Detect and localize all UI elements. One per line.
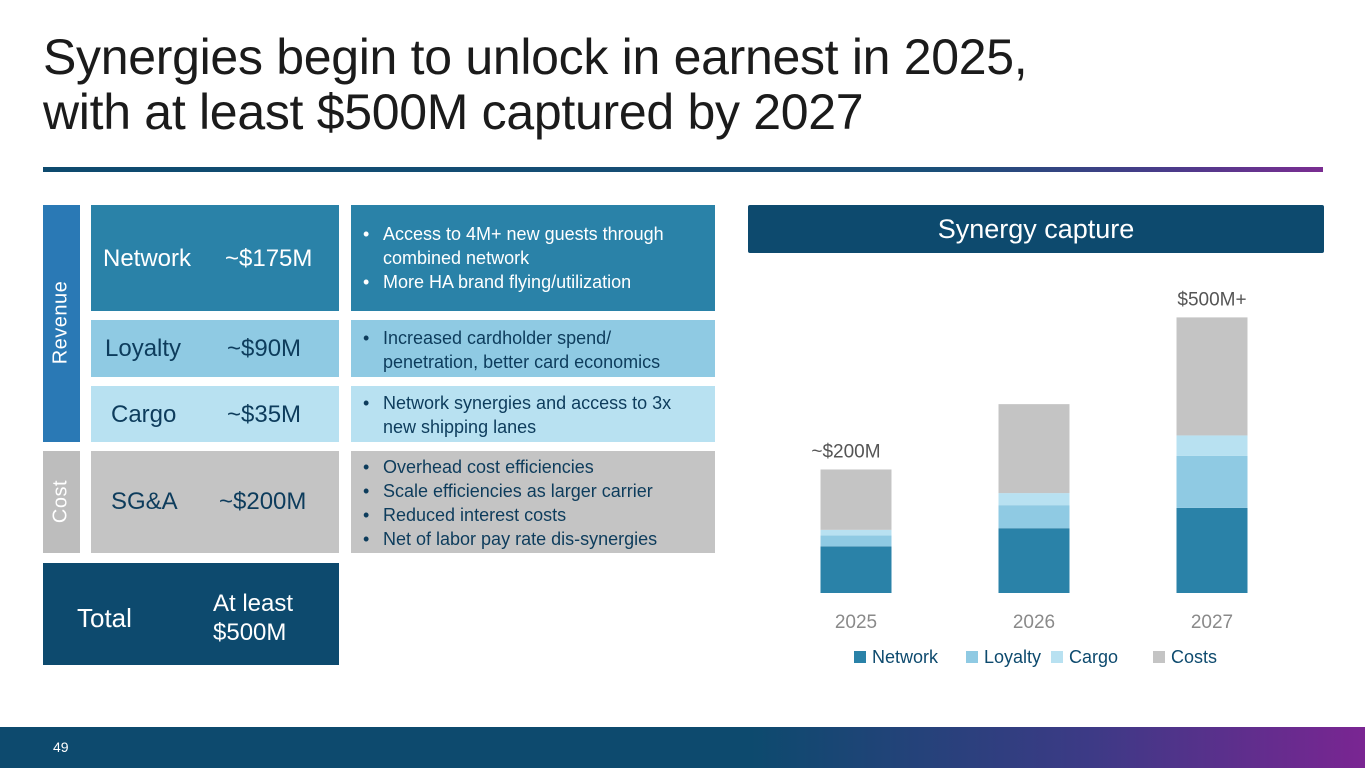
- bullet-item: Overhead cost efficiencies: [363, 455, 707, 479]
- legend-swatch-loyalty: [966, 651, 978, 663]
- bar-costs-2025: [820, 469, 892, 530]
- bullet-item: Increased cardholder spend/ penetration,…: [363, 326, 707, 374]
- legend-label-network: Network: [872, 647, 939, 667]
- sga-bullets: Overhead cost efficiencies Scale efficie…: [363, 455, 707, 551]
- sga-bullets-cell: Overhead cost efficiencies Scale efficie…: [351, 451, 715, 553]
- bar-loyalty-2026: [998, 505, 1070, 529]
- x-tick-label-2026: 2026: [1013, 612, 1055, 633]
- synergy-capture-chart: 2025 ~$200M 2026 2027 $500M+ Network Loyalty Ca…: [811, 289, 1248, 667]
- title-line-2: with at least $500M captured by 2027: [43, 84, 864, 140]
- data-label-2025: ~$200M: [811, 441, 880, 462]
- total-value-line-2: $500M: [213, 619, 287, 646]
- legend-label-costs: Costs: [1171, 647, 1217, 667]
- bullet-item: Net of labor pay rate dis-synergies: [363, 527, 707, 551]
- cost-label-bar: Cost: [43, 451, 80, 553]
- cargo-name: Cargo: [111, 401, 177, 428]
- bar-costs-2026: [998, 404, 1070, 494]
- sga-name: SG&A: [111, 488, 178, 515]
- legend-swatch-network: [854, 651, 866, 663]
- bar-network-2027: [1176, 507, 1248, 593]
- sga-cell: SG&A ~$200M: [91, 451, 339, 553]
- sga-value: ~$200M: [219, 488, 307, 515]
- total-value: At least $500M: [213, 589, 293, 647]
- legend-label-loyalty: Loyalty: [984, 647, 1041, 667]
- bar-network-2026: [998, 528, 1070, 593]
- page-number: 49: [53, 739, 69, 755]
- loyalty-name: Loyalty: [105, 335, 182, 362]
- cargo-bullets-cell: Network synergies and access to 3x new s…: [351, 386, 715, 442]
- cargo-cell: Cargo ~$35M: [91, 386, 339, 442]
- chart-title: Synergy capture: [748, 205, 1324, 253]
- network-bullets: Access to 4M+ new guests through combine…: [363, 222, 707, 294]
- network-bullets-cell: Access to 4M+ new guests through combine…: [351, 205, 715, 311]
- bar-costs-2027: [1176, 317, 1248, 436]
- bar-loyalty-2025: [820, 535, 892, 547]
- slide-title: Synergies begin to unlock in earnest in …: [43, 30, 1143, 140]
- legend-swatch-costs: [1153, 651, 1165, 663]
- title-divider: [43, 167, 1323, 172]
- bar-network-2025: [820, 546, 892, 593]
- total-label: Total: [77, 603, 132, 633]
- loyalty-value: ~$90M: [227, 335, 302, 362]
- x-tick-label-2025: 2025: [835, 612, 877, 633]
- revenue-label-bar: Revenue: [43, 205, 80, 442]
- bullet-item: Reduced interest costs: [363, 503, 707, 527]
- bar-cargo-2027: [1176, 435, 1248, 456]
- revenue-label: Revenue: [49, 280, 72, 365]
- title-line-1: Synergies begin to unlock in earnest in …: [43, 29, 1028, 85]
- cargo-bullets: Network synergies and access to 3x new s…: [363, 391, 707, 439]
- loyalty-bullets: Increased cardholder spend/ penetration,…: [363, 326, 707, 374]
- bullet-item: More HA brand flying/utilization: [363, 270, 707, 294]
- bullet-item: Network synergies and access to 3x new s…: [363, 391, 707, 439]
- data-label-2027: $500M+: [1177, 289, 1246, 310]
- bar-cargo-2026: [998, 493, 1070, 506]
- loyalty-bullets-cell: Increased cardholder spend/ penetration,…: [351, 320, 715, 377]
- loyalty-cell: Loyalty ~$90M: [91, 320, 339, 377]
- network-name: Network: [103, 245, 192, 272]
- x-tick-label-2027: 2027: [1191, 612, 1233, 633]
- bar-loyalty-2027: [1176, 455, 1248, 508]
- total-value-line-1: At least: [213, 590, 294, 617]
- bullet-item: Access to 4M+ new guests through combine…: [363, 222, 707, 270]
- network-value: ~$175M: [225, 245, 313, 272]
- total-cell: Total At least $500M: [43, 563, 339, 665]
- bar-cargo-2025: [820, 529, 892, 536]
- bullet-item: Scale efficiencies as larger carrier: [363, 479, 707, 503]
- legend-swatch-cargo: [1051, 651, 1063, 663]
- legend-label-cargo: Cargo: [1069, 647, 1118, 667]
- footer-bar: 49: [0, 727, 1365, 768]
- cargo-value: ~$35M: [227, 401, 302, 428]
- cost-label: Cost: [49, 479, 72, 524]
- network-cell: Network ~$175M: [91, 205, 339, 311]
